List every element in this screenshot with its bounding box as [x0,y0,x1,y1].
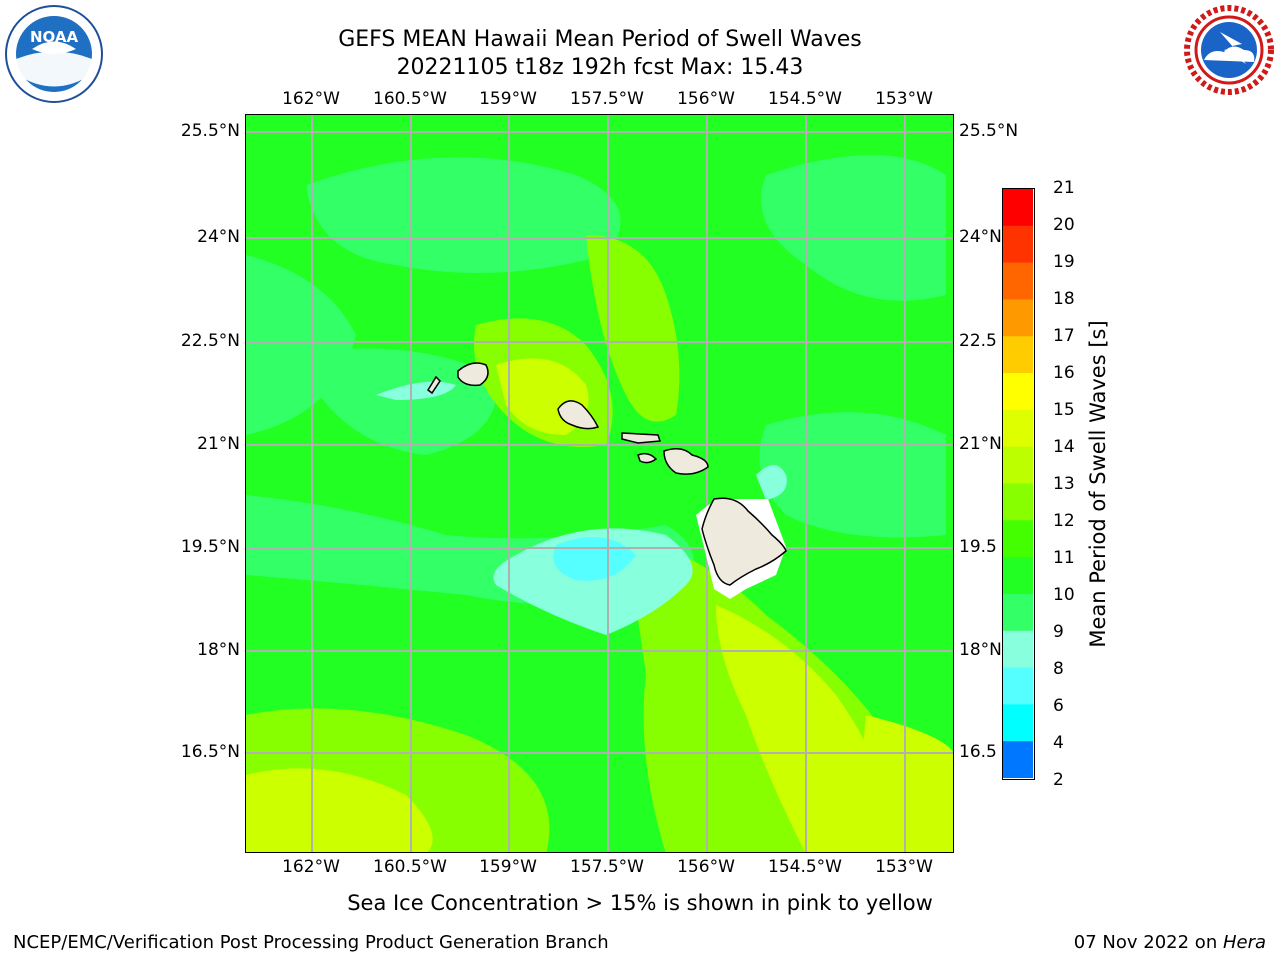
lon-tick-top: 156°W [677,89,735,109]
nws-logo [1180,2,1278,102]
colorbar-swatch [1003,704,1033,742]
lon-tick-bottom: 156°W [677,857,735,877]
lon-tick-top: 159°W [479,89,537,109]
colorbar-swatch [1003,409,1033,448]
colorbar-tick: 19 [1053,252,1075,272]
lat-tick-right: 21°N [959,434,1002,454]
lon-tick-bottom: 160.5°W [373,857,447,877]
colorbar-tick: 18 [1053,289,1075,309]
colorbar-label: Mean Period of Swell Waves [s] [1086,320,1110,648]
colorbar-swatch [1003,189,1033,227]
footer-date-text: 07 Nov 2022 on [1073,932,1223,953]
lat-tick-right: 24°N [959,227,1002,247]
colorbar-swatch [1003,630,1033,669]
island-kauai [457,362,489,387]
colorbar-tick: 6 [1053,696,1064,716]
lat-tick-right: 18°N [959,640,1002,660]
lon-tick-bottom: 162°W [282,857,340,877]
colorbar-tick: 12 [1053,511,1075,531]
noaa-logo-text: NOAA [30,28,79,46]
lon-tick-bottom: 159°W [479,857,537,877]
island-oahu [557,400,600,430]
lon-tick-top: 157.5°W [570,89,644,109]
colorbar-swatch [1003,520,1033,558]
colorbar-tick: 10 [1053,585,1075,605]
lon-tick-top: 154.5°W [768,89,842,109]
lon-tick-top: 162°W [282,89,340,109]
lat-tick-left: 22.5°N [180,331,240,351]
lon-tick-top: 160.5°W [373,89,447,109]
lat-tick-right: 16.5 [959,742,997,762]
colorbar-tick: 11 [1053,548,1075,568]
lon-tick-top: 153°W [875,89,933,109]
colorbar [1002,188,1035,780]
sea-ice-note: Sea Ice Concentration > 15% is shown in … [347,891,933,915]
colorbar-swatch [1003,299,1033,337]
colorbar-tick: 2 [1053,770,1064,790]
colorbar-swatch [1003,741,1033,779]
colorbar-tick: 16 [1053,363,1075,383]
lat-tick-left: 21°N [197,434,240,454]
lon-tick-bottom: 154.5°W [768,857,842,877]
colorbar-tick: 14 [1053,437,1075,457]
colorbar-swatch [1003,262,1033,300]
colorbar-tick: 20 [1053,215,1075,235]
island-molokai [621,432,662,444]
colorbar-swatch [1003,336,1033,374]
colorbar-tick: 17 [1053,326,1075,346]
footer-host: Hera [1222,932,1266,953]
colorbar-swatch [1003,593,1033,632]
lat-tick-left: 18°N [197,640,240,660]
island-niihau [427,375,441,395]
colorbar-tick: 8 [1053,659,1064,679]
lat-tick-left: 19.5°N [180,537,240,557]
swell-period-field [246,115,953,852]
colorbar-swatch [1003,373,1033,411]
colorbar-swatch [1003,225,1033,264]
noaa-logo: NOAA [4,4,104,108]
lat-tick-right: 19.5 [959,537,997,557]
map-panel [245,114,954,853]
island-lanai [637,452,658,464]
lon-tick-bottom: 153°W [875,857,933,877]
lat-tick-right: 22.5 [959,331,997,351]
island-hawaii [701,497,787,586]
island-maui [663,448,709,475]
lat-tick-left: 24°N [197,227,240,247]
colorbar-tick: 21 [1053,178,1075,198]
colorbar-swatch [1003,667,1033,705]
colorbar-tick: 13 [1053,474,1075,494]
colorbar-swatch [1003,483,1033,521]
lat-tick-left: 25.5°N [180,121,240,141]
footer-date: 07 Nov 2022 on Hera [1074,932,1266,953]
footer-credit: NCEP/EMC/Verification Post Processing Pr… [13,932,609,953]
chart-title: GEFS MEAN Hawaii Mean Period of Swell Wa… [338,27,862,52]
colorbar-swatches [1003,189,1033,779]
lat-tick-left: 16.5°N [180,742,240,762]
colorbar-tick: 15 [1053,400,1075,420]
colorbar-swatch [1003,557,1033,595]
lon-tick-bottom: 157.5°W [570,857,644,877]
chart-subtitle: 20221105 t18z 192h fcst Max: 15.43 [396,55,804,80]
colorbar-swatch [1003,446,1033,484]
lat-tick-right: 25.5°N [959,121,1019,141]
colorbar-tick: 4 [1053,733,1064,753]
colorbar-tick: 9 [1053,622,1064,642]
